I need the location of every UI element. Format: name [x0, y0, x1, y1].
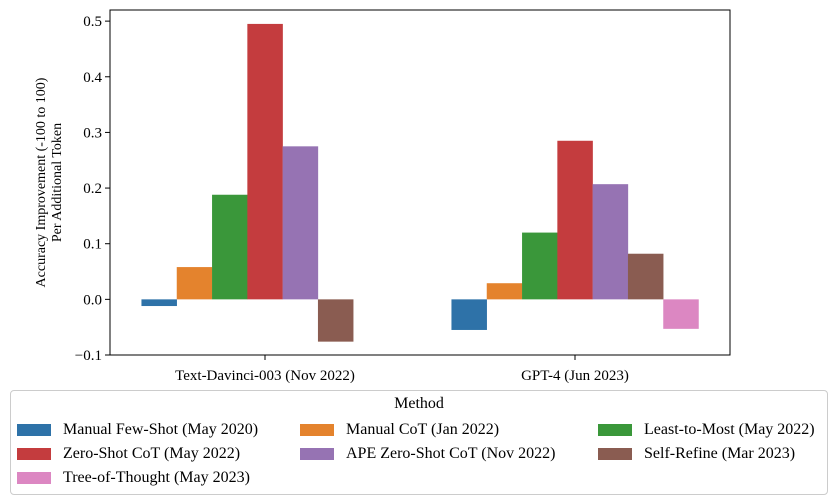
- legend-swatch: [598, 423, 632, 436]
- y-tick-label: −0.1: [75, 348, 102, 364]
- plot-frame: [109, 9, 731, 356]
- y-tick-label: 0.2: [83, 181, 102, 197]
- bar: [282, 146, 319, 300]
- legend-item: APE Zero-Shot CoT (Nov 2022): [300, 443, 598, 464]
- legend-label: Zero-Shot CoT (May 2022): [63, 444, 241, 462]
- y-tick-label: 0.0: [83, 292, 102, 308]
- legend: Method Manual Few-Shot (May 2020) Manual …: [10, 390, 828, 495]
- legend-label: Least-to-Most (May 2022): [644, 420, 815, 438]
- bar: [486, 283, 523, 300]
- legend-item: Manual Few-Shot (May 2020): [17, 419, 300, 440]
- y-axis-label-line-2: Per Additional Token: [50, 123, 65, 242]
- bar: [522, 232, 558, 300]
- x-tick-label: GPT-4 (Jun 2023): [521, 368, 629, 384]
- legend-swatch: [17, 471, 51, 484]
- legend-label: Manual CoT (Jan 2022): [346, 420, 500, 438]
- bar: [557, 140, 593, 300]
- bar: [141, 299, 177, 307]
- bar: [627, 253, 664, 300]
- legend-swatch: [17, 423, 51, 436]
- x-tick-label: Text-Davinci-003 (Nov 2022): [175, 368, 355, 384]
- legend-item: Self-Refine (Mar 2023): [598, 443, 828, 464]
- legend-swatch: [300, 423, 334, 436]
- legend-label: Manual Few-Shot (May 2020): [63, 420, 259, 438]
- bar: [451, 299, 487, 330]
- bars-group: [141, 23, 699, 342]
- legend-item: Least-to-Most (May 2022): [598, 419, 828, 440]
- bar: [592, 184, 629, 300]
- bar: [176, 267, 213, 300]
- y-axis: −0.1 0.0 0.1 0.2 0.3 0.4 0.5: [75, 14, 110, 364]
- legend-item: Manual CoT (Jan 2022): [300, 419, 598, 440]
- legend-swatch: [598, 447, 632, 460]
- y-axis-label-line-1: Accuracy Improvement (-100 to 100): [34, 77, 49, 287]
- bar: [663, 299, 699, 329]
- legend-swatch: [300, 447, 334, 460]
- legend-item: Tree-of-Thought (May 2023): [17, 467, 300, 488]
- y-tick-label: 0.5: [83, 14, 102, 30]
- legend-label: APE Zero-Shot CoT (Nov 2022): [346, 444, 556, 462]
- legend-swatch: [17, 447, 51, 460]
- bar: [247, 23, 283, 300]
- x-axis: Text-Davinci-003 (Nov 2022) GPT-4 (Jun 20…: [175, 355, 629, 384]
- y-tick-label: 0.1: [83, 237, 102, 253]
- legend-label: Tree-of-Thought (May 2023): [63, 468, 250, 486]
- legend-label: Self-Refine (Mar 2023): [644, 444, 796, 462]
- legend-entries: Manual Few-Shot (May 2020) Manual CoT (Ja…: [17, 419, 823, 488]
- y-tick-label: 0.3: [83, 125, 102, 141]
- bar: [317, 299, 354, 342]
- bar: [212, 194, 248, 300]
- bar-chart: −0.1 0.0 0.1 0.2 0.3 0.4 0.5 Text-Davinci-003 …: [34, 9, 731, 384]
- y-tick-label: 0.4: [83, 70, 102, 86]
- legend-item: Zero-Shot CoT (May 2022): [17, 443, 300, 464]
- legend-title: Method: [394, 395, 444, 412]
